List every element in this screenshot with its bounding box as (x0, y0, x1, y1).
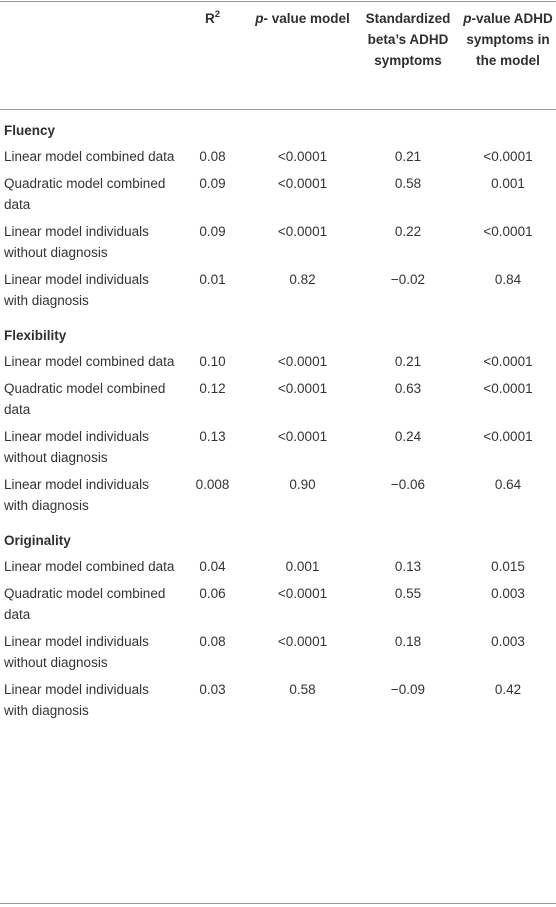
bottom-rule (0, 903, 556, 904)
standardized-beta-cell: −0.09 (390, 682, 426, 697)
section-header-row: Originality (0, 520, 556, 554)
p-value-model-cell: 0.82 (289, 272, 316, 287)
r2-cell: 0.10 (199, 354, 226, 369)
p-value-adhd-cell: <0.0001 (483, 224, 533, 239)
standardized-beta-cell: 0.18 (394, 634, 422, 649)
model-name-cell: Linear model individuals with diagnosis (4, 272, 149, 308)
r2-cell: 0.04 (199, 559, 226, 574)
table-row: Quadratic model combined data 0.09 <0.0001… (0, 171, 556, 219)
table-body: Fluency Linear model combined data 0.08 <0.… (0, 110, 556, 725)
header-row: R2 p- value model Standardized beta’s AD… (0, 0, 556, 110)
p-value-model-cell: <0.0001 (277, 176, 328, 191)
p-value-adhd-cell: 0.003 (491, 634, 525, 649)
model-name-cell: Linear model individuals without diagnos… (4, 634, 149, 670)
section-title: Flexibility (4, 328, 67, 343)
model-name-cell: Linear model individuals without diagnos… (4, 224, 149, 260)
p-value-model-cell: <0.0001 (277, 354, 328, 369)
r2-cell: 0.01 (199, 272, 226, 287)
model-name-cell: Linear model combined data (4, 354, 175, 369)
r2-cell: 0.13 (199, 429, 226, 444)
section-header-row: Flexibility (0, 315, 556, 349)
p-value-model-cell: <0.0001 (277, 381, 328, 396)
p-value-model-cell: 0.90 (289, 477, 316, 492)
table-row: Linear model individuals without diagnos… (0, 424, 556, 472)
model-name-cell: Quadratic model combined data (4, 381, 166, 417)
p-value-adhd-cell: 0.001 (491, 176, 525, 191)
section-header-row: Fluency (0, 110, 556, 144)
standardized-beta-cell: 0.55 (394, 586, 422, 601)
header-standardized-beta: Standardized beta’s ADHD symptoms (365, 11, 451, 68)
p-value-adhd-cell: 0.84 (494, 272, 522, 287)
p-value-adhd-cell: 0.64 (494, 477, 522, 492)
header-r2: R2 (204, 9, 221, 26)
table-row: Linear model combined data 0.10 <0.0001 0.2… (0, 349, 556, 376)
p-value-model-cell: <0.0001 (277, 149, 328, 164)
p-value-adhd-cell: 0.42 (494, 682, 522, 697)
header-model (0, 0, 176, 110)
standardized-beta-cell: 0.58 (394, 176, 422, 191)
p-value-adhd-cell: 0.015 (491, 559, 525, 574)
r2-cell: 0.06 (199, 586, 226, 601)
p-value-adhd-cell: <0.0001 (483, 429, 533, 444)
top-rule (0, 1, 556, 2)
p-value-adhd-cell: <0.0001 (483, 354, 533, 369)
standardized-beta-cell: −0.06 (390, 477, 426, 492)
table-row: Linear model combined data 0.04 0.001 0.13 0… (0, 554, 556, 581)
standardized-beta-cell: 0.63 (394, 381, 422, 396)
model-name-cell: Quadratic model combined data (4, 586, 166, 622)
r2-cell: 0.09 (199, 224, 226, 239)
p-value-adhd-cell: 0.003 (491, 586, 525, 601)
p-value-adhd-cell: <0.0001 (483, 381, 533, 396)
standardized-beta-cell: 0.13 (394, 559, 422, 574)
r2-cell: 0.09 (199, 176, 226, 191)
section-title: Fluency (4, 123, 56, 138)
table-row: Linear model individuals with diagnosis 0… (0, 267, 556, 315)
table-row: Linear model combined data 0.08 <0.0001 0.2… (0, 144, 556, 171)
p-value-model-cell: <0.0001 (277, 634, 328, 649)
header-rule (0, 109, 556, 110)
table-row: Linear model individuals with diagnosis 0… (0, 472, 556, 520)
model-name-cell: Linear model individuals with diagnosis (4, 682, 149, 718)
model-name-cell: Linear model individuals without diagnos… (4, 429, 149, 465)
table-row: Linear model individuals without diagnos… (0, 219, 556, 267)
standardized-beta-cell: 0.22 (394, 224, 422, 239)
standardized-beta-cell: 0.21 (394, 149, 422, 164)
p-value-model-cell: <0.0001 (277, 224, 328, 239)
standardized-beta-cell: 0.21 (394, 354, 422, 369)
model-name-cell: Linear model combined data (4, 559, 175, 574)
regression-results-table: R2 p- value model Standardized beta’s AD… (0, 0, 556, 725)
table-row: Linear model individuals without diagnos… (0, 629, 556, 677)
model-name-cell: Quadratic model combined data (4, 176, 166, 212)
r2-cell: 0.08 (199, 149, 226, 164)
model-name-cell: Linear model combined data (4, 149, 175, 164)
model-name-cell: Linear model individuals with diagnosis (4, 477, 149, 513)
r2-cell: 0.12 (199, 381, 226, 396)
standardized-beta-cell: 0.24 (394, 429, 422, 444)
p-value-model-cell: <0.0001 (277, 586, 328, 601)
p-value-model-cell: 0.001 (285, 559, 320, 574)
r2-cell: 0.03 (199, 682, 226, 697)
section-title: Originality (4, 533, 71, 548)
table-row: Linear model individuals with diagnosis 0… (0, 677, 556, 725)
p-value-model-cell: <0.0001 (277, 429, 328, 444)
standardized-beta-cell: −0.02 (390, 272, 426, 287)
table-row: Quadratic model combined data 0.12 <0.0001… (0, 376, 556, 424)
header-p-value-adhd: p-value ADHD symptoms in the model (463, 11, 553, 68)
r2-cell: 0.008 (195, 477, 230, 492)
r2-cell: 0.08 (199, 634, 226, 649)
p-value-model-cell: 0.58 (289, 682, 316, 697)
header-p-value-model: p- value model (255, 11, 350, 26)
table-row: Quadratic model combined data 0.06 <0.0001… (0, 581, 556, 629)
p-value-adhd-cell: <0.0001 (483, 149, 533, 164)
